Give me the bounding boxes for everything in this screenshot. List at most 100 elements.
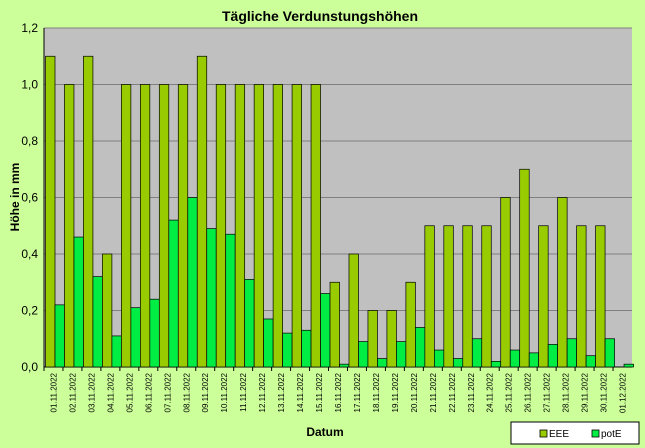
bar-eee: [443, 225, 454, 368]
bar-eee: [83, 55, 94, 368]
x-axis-ticks: 01.11.2022 02.11.2022 03.11.2022 04.11.2022…: [43, 367, 628, 413]
bar-eee: [462, 225, 473, 368]
bar-eee: [310, 84, 321, 368]
x-tick-label: 05.11.2022: [125, 372, 134, 412]
bar-pote: [168, 219, 179, 368]
bar-pote: [490, 361, 502, 368]
bar-eee: [576, 225, 587, 368]
bar-eee: [139, 84, 151, 368]
x-tick-label: 01.11.2022: [49, 372, 58, 412]
x-tick-label: 01.12.2022: [619, 372, 628, 413]
bar-pote: [528, 352, 540, 368]
x-tick-label: 24.11.2022: [486, 372, 495, 412]
bar-pote: [396, 341, 407, 368]
y-tick-label: 0,0: [21, 360, 38, 374]
x-tick-label: 16.11.2022: [334, 372, 343, 412]
x-tick-label: 30.11.2022: [600, 372, 609, 412]
bar-eee: [481, 225, 492, 368]
bar-pote: [358, 341, 369, 368]
bar-eee: [234, 84, 246, 368]
x-tick-label: 19.11.2022: [391, 372, 400, 412]
x-tick-label: 15.11.2022: [315, 372, 324, 412]
legend-label-pote: potE: [601, 429, 622, 440]
legend-box: [510, 421, 640, 445]
x-tick-label: 06.11.2022: [144, 372, 153, 412]
bar-pote: [452, 358, 464, 368]
bar-eee: [424, 225, 435, 368]
y-tick-label: 0,6: [21, 191, 38, 205]
x-tick-label: 10.11.2022: [220, 372, 229, 412]
bar-eee: [405, 281, 416, 368]
bar-eee: [272, 84, 283, 368]
bar-pote: [225, 233, 236, 368]
bar-pote: [111, 335, 122, 368]
bar-eee: [367, 310, 378, 368]
x-tick-label: 04.11.2022: [106, 372, 115, 412]
legend-swatch-pote: [591, 429, 600, 438]
bar-eee: [177, 84, 189, 368]
bar-pote: [566, 338, 577, 368]
bar-pote: [547, 344, 559, 368]
bar-pote: [415, 327, 426, 368]
bar-eee: [329, 281, 340, 368]
x-tick-label: 28.11.2022: [562, 372, 571, 412]
x-axis-label: Datum: [306, 425, 343, 439]
bar-eee: [196, 55, 208, 368]
bar-eee: [500, 197, 511, 368]
x-tick-label: 21.11.2022: [429, 372, 438, 412]
bar-eee: [121, 84, 132, 368]
x-tick-label: 11.11.2022: [239, 372, 248, 411]
y-axis-label: Höhe in mm: [8, 163, 22, 232]
x-tick-label: 07.11.2022: [163, 372, 172, 412]
x-tick-label: 29.11.2022: [581, 372, 590, 412]
y-tick-label: 0,2: [21, 304, 38, 318]
bar-eee: [557, 197, 568, 368]
bar-eee: [253, 84, 264, 368]
x-tick-label: 02.11.2022: [68, 372, 77, 412]
x-tick-label: 03.11.2022: [87, 372, 96, 412]
bar-pote: [471, 338, 483, 368]
bar-pote: [339, 363, 350, 368]
chart-title: Tägliche Verdunstungshöhen: [222, 8, 418, 24]
y-axis-ticks: 0,0 0,2 0,4 0,6 0,8 1,0 1,2: [21, 21, 38, 374]
bar-eee: [348, 253, 359, 368]
bar-pote: [623, 363, 634, 368]
y-tick-label: 0,4: [21, 247, 38, 261]
bar-eee: [595, 225, 606, 368]
x-tick-label: 14.11.2022: [296, 372, 305, 412]
bar-pote: [604, 338, 615, 368]
bar-pote: [585, 355, 596, 368]
x-tick-label: 12.11.2022: [258, 372, 267, 412]
bar-pote: [73, 236, 84, 368]
x-tick-label: 17.11.2022: [353, 372, 362, 412]
x-tick-label: 20.11.2022: [410, 372, 419, 412]
bar-eee: [102, 253, 113, 368]
bar-eee: [386, 310, 397, 368]
bar-eee: [45, 55, 56, 368]
y-tick-label: 1,0: [21, 78, 38, 92]
bar-pote: [149, 298, 160, 368]
bar-pote: [377, 358, 388, 368]
bar-eee: [291, 84, 302, 368]
bar-pote: [509, 349, 521, 368]
bar-pote: [187, 197, 198, 368]
x-tick-label: 18.11.2022: [372, 372, 381, 412]
legend-label-eee: EEE: [549, 429, 569, 440]
x-tick-label: 13.11.2022: [277, 372, 286, 412]
bar-pote: [92, 276, 103, 368]
bar-eee: [64, 84, 75, 368]
x-tick-label: 25.11.2022: [505, 372, 514, 412]
bar-pote: [54, 304, 65, 368]
x-tick-label: 09.11.2022: [201, 372, 210, 412]
legend-swatch-eee: [539, 429, 548, 438]
bar-eee: [215, 84, 227, 368]
legend: EEE potE: [510, 421, 640, 445]
x-tick-label: 08.11.2022: [182, 372, 191, 412]
bar-pote: [206, 228, 217, 368]
bar-pote: [244, 279, 255, 368]
bar-pote: [282, 332, 293, 368]
y-tick-label: 1,2: [21, 21, 38, 35]
bar-pote: [263, 318, 274, 368]
y-tick-label: 0,8: [21, 134, 38, 148]
